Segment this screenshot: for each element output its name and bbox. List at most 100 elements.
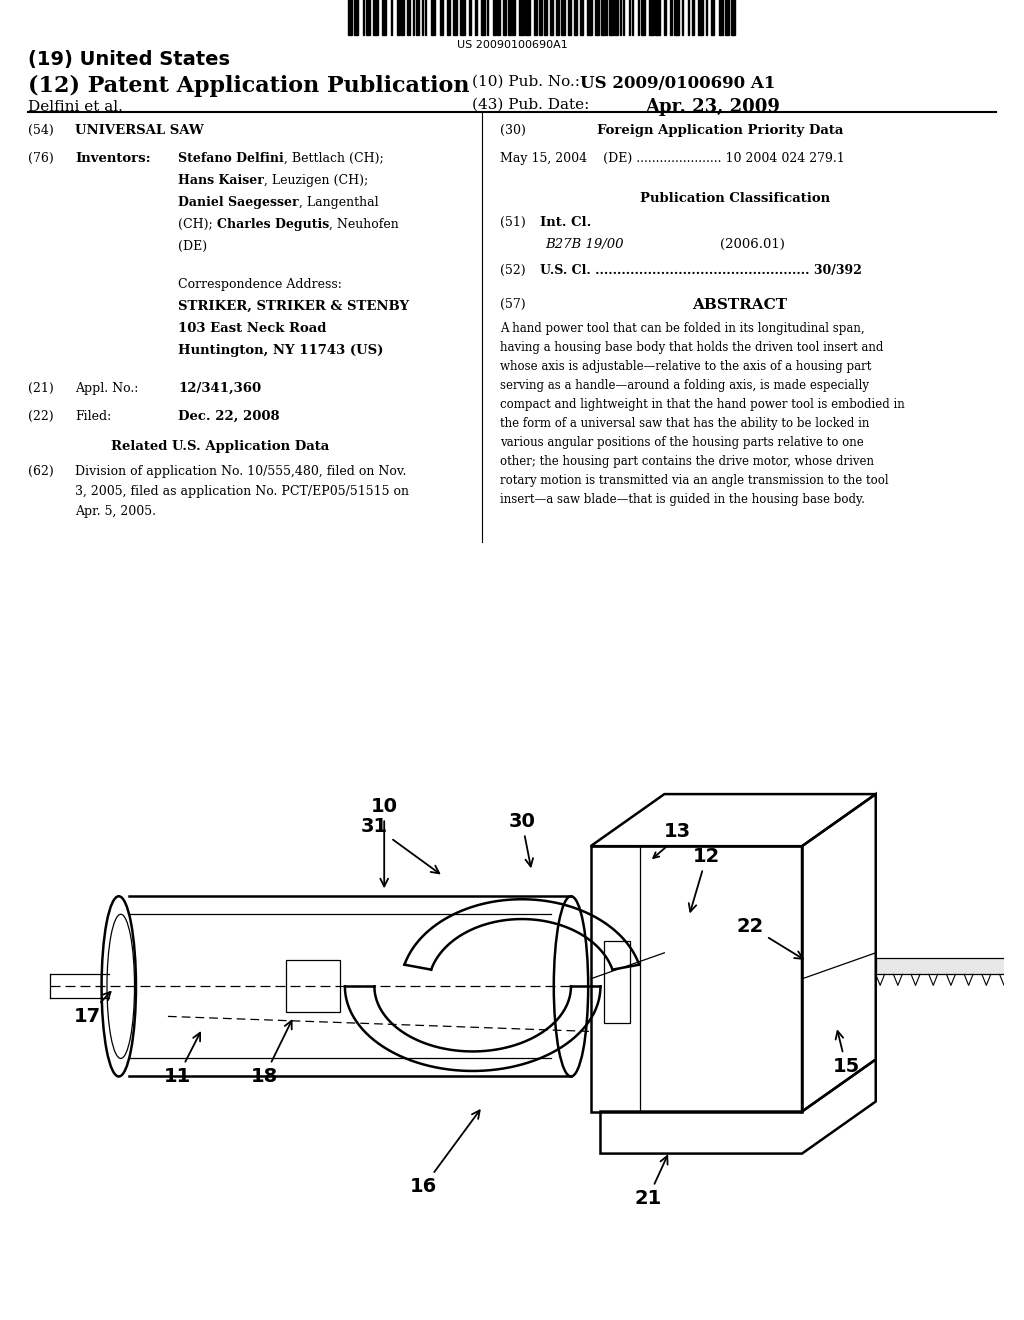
Bar — [632, 0, 633, 36]
Bar — [366, 0, 370, 36]
Bar — [408, 0, 410, 36]
Bar — [556, 0, 559, 36]
Text: 10: 10 — [371, 796, 397, 887]
Text: having a housing base body that holds the driven tool insert and: having a housing base body that holds th… — [500, 341, 884, 354]
Text: other; the housing part contains the drive motor, whose driven: other; the housing part contains the dri… — [500, 455, 874, 469]
Bar — [604, 941, 630, 1023]
Bar — [649, 0, 653, 36]
Bar — [682, 0, 683, 36]
Bar — [605, 0, 606, 36]
Text: 18: 18 — [251, 1020, 292, 1086]
Text: 3, 2005, filed as application No. PCT/EP05/51515 on: 3, 2005, filed as application No. PCT/EP… — [75, 484, 409, 498]
Bar — [620, 0, 622, 36]
Bar — [362, 0, 365, 36]
Bar — [574, 0, 577, 36]
Bar — [712, 0, 715, 36]
Bar — [481, 0, 485, 36]
Text: (10) Pub. No.:: (10) Pub. No.: — [472, 75, 580, 88]
Text: Division of application No. 10/555,480, filed on Nov.: Division of application No. 10/555,480, … — [75, 465, 407, 478]
Bar — [469, 0, 471, 36]
Text: 16: 16 — [410, 1110, 479, 1196]
Text: compact and lightweight in that the hand power tool is embodied in: compact and lightweight in that the hand… — [500, 399, 905, 411]
Bar — [623, 0, 625, 36]
Text: 11: 11 — [164, 1032, 200, 1086]
Bar — [550, 0, 553, 36]
Bar — [512, 0, 515, 36]
Bar — [561, 0, 565, 36]
Bar — [425, 0, 426, 36]
Text: (21): (21) — [28, 381, 53, 395]
Text: 13: 13 — [664, 821, 691, 841]
Bar — [638, 0, 639, 36]
Text: 21: 21 — [634, 1156, 668, 1208]
Text: Publication Classification: Publication Classification — [640, 191, 830, 205]
Text: Foreign Application Priority Data: Foreign Application Priority Data — [597, 124, 843, 137]
Text: , Leuzigen (CH);: , Leuzigen (CH); — [264, 174, 368, 187]
Bar — [655, 0, 659, 36]
Bar — [401, 0, 404, 36]
Bar — [588, 0, 592, 36]
Text: (52): (52) — [500, 264, 525, 277]
Text: (43) Pub. Date:: (43) Pub. Date: — [472, 98, 590, 112]
Text: 17: 17 — [74, 991, 111, 1026]
Text: Hans Kaiser: Hans Kaiser — [178, 174, 264, 187]
Bar — [725, 0, 729, 36]
Text: 12: 12 — [689, 846, 720, 912]
Bar — [391, 0, 392, 36]
Text: (57): (57) — [500, 298, 525, 312]
Bar — [382, 0, 386, 36]
Bar — [580, 0, 583, 36]
Bar — [525, 0, 529, 36]
Bar — [396, 0, 399, 36]
Text: UNIVERSAL SAW: UNIVERSAL SAW — [75, 124, 204, 137]
Bar — [447, 0, 450, 36]
Bar — [460, 0, 465, 36]
Text: Related U.S. Application Data: Related U.S. Application Data — [111, 440, 329, 453]
Text: (51): (51) — [500, 216, 525, 228]
Text: 30: 30 — [508, 812, 536, 866]
Text: whose axis is adjustable—relative to the axis of a housing part: whose axis is adjustable—relative to the… — [500, 360, 871, 374]
Bar — [640, 0, 645, 36]
Text: (2006.01): (2006.01) — [720, 238, 784, 251]
Text: B27B 19/00: B27B 19/00 — [545, 238, 624, 251]
Text: 12/341,360: 12/341,360 — [178, 381, 261, 395]
Bar — [595, 0, 599, 36]
Bar — [629, 0, 630, 36]
Bar — [431, 0, 435, 36]
Text: US 20090100690A1: US 20090100690A1 — [457, 40, 567, 50]
Bar — [416, 0, 419, 36]
Text: (CH);: (CH); — [178, 218, 217, 231]
Bar — [475, 0, 476, 36]
Text: rotary motion is transmitted via an angle transmission to the tool: rotary motion is transmitted via an angl… — [500, 474, 889, 487]
Text: (19) United States: (19) United States — [28, 50, 230, 69]
Bar — [519, 0, 524, 36]
Text: Filed:: Filed: — [75, 411, 112, 422]
Text: , Bettlach (CH);: , Bettlach (CH); — [284, 152, 384, 165]
Bar — [615, 0, 618, 36]
Bar — [486, 0, 488, 36]
Bar — [719, 0, 723, 36]
Text: 22: 22 — [736, 917, 803, 958]
Text: (30): (30) — [500, 124, 526, 137]
Bar — [698, 0, 702, 36]
Bar — [413, 0, 415, 36]
Bar — [591, 846, 802, 1111]
Bar — [545, 0, 548, 36]
Bar — [688, 0, 689, 36]
Text: 31: 31 — [360, 817, 439, 874]
Bar — [503, 0, 506, 36]
Text: (76): (76) — [28, 152, 53, 165]
Bar — [876, 958, 1024, 974]
Text: , Langenthal: , Langenthal — [299, 195, 378, 209]
Text: serving as a handle—around a folding axis, is made especially: serving as a handle—around a folding axi… — [500, 379, 869, 392]
Bar — [493, 0, 496, 36]
Bar — [665, 0, 666, 36]
Bar — [670, 0, 672, 36]
Text: 15: 15 — [833, 1031, 860, 1076]
Text: , Neuhofen: , Neuhofen — [329, 218, 398, 231]
Bar — [498, 0, 500, 36]
Text: Dec. 22, 2008: Dec. 22, 2008 — [178, 411, 280, 422]
Bar — [354, 0, 358, 36]
Bar — [568, 0, 571, 36]
Text: Apr. 23, 2009: Apr. 23, 2009 — [645, 98, 780, 116]
